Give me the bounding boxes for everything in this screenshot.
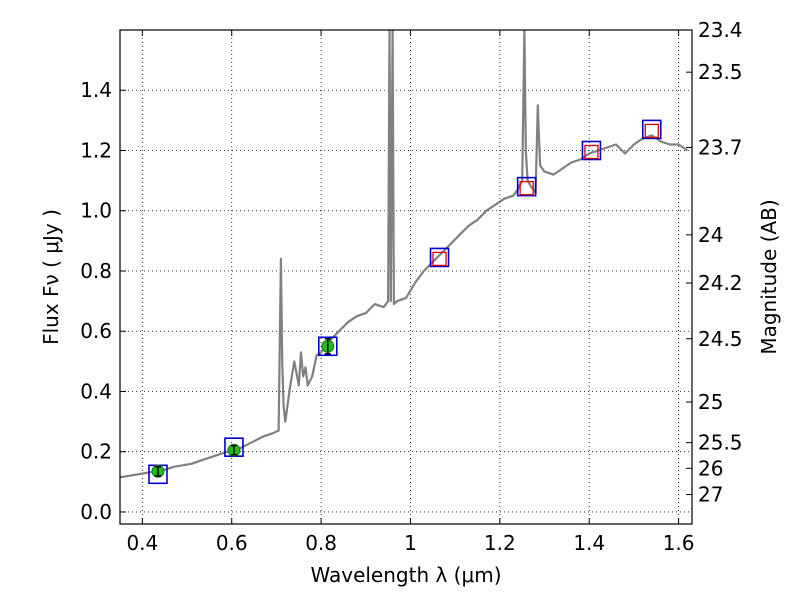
right-tick-label: 25.5 bbox=[698, 431, 743, 455]
y-tick-label: 1.4 bbox=[80, 78, 112, 102]
x-tick-label: 0.6 bbox=[216, 531, 248, 555]
right-tick-label: 24 bbox=[698, 223, 723, 247]
right-tick-label: 23.5 bbox=[698, 60, 743, 84]
y-tick-label: 0.4 bbox=[80, 379, 112, 403]
gridlines bbox=[120, 30, 692, 524]
right-tick-label: 23.7 bbox=[698, 135, 743, 159]
right-tick-label: 24.5 bbox=[698, 327, 743, 351]
model-photometry-square bbox=[317, 336, 338, 357]
model-photometry-square bbox=[516, 176, 537, 197]
y-tick-label: 0.2 bbox=[80, 440, 112, 464]
spectrum-line bbox=[120, 30, 689, 479]
x-tick-label: 1.4 bbox=[573, 531, 605, 555]
right-axis-label: Magnitude (AB) bbox=[757, 199, 781, 354]
y-tick-label: 0.8 bbox=[80, 259, 112, 283]
photometry-markers bbox=[148, 119, 662, 485]
y-tick-label: 1.0 bbox=[80, 199, 112, 223]
x-tick-label: 0.8 bbox=[305, 531, 337, 555]
x-tick-label: 0.4 bbox=[126, 531, 158, 555]
axis-ticks: 0.4 0.6 0.8 1 1.2 1.4 1.6 0.0 0.2 0.4 0.6 0.8 1.0 1.2… bbox=[80, 18, 742, 555]
right-tick-label: 23.4 bbox=[698, 18, 743, 42]
right-tick-label: 24.2 bbox=[698, 271, 743, 295]
model-photometry-inner-square bbox=[644, 123, 659, 139]
model-photometry-inner-square bbox=[584, 144, 599, 160]
y-tick-label: 1.2 bbox=[80, 138, 112, 162]
x-axis-label: Wavelength λ (μm) bbox=[310, 563, 501, 587]
model-photometry-square bbox=[581, 140, 602, 161]
spectrum-layer bbox=[120, 30, 689, 479]
model-photometry-inner-square bbox=[432, 251, 447, 267]
x-tick-label: 1 bbox=[404, 531, 417, 555]
y-tick-label: 0.6 bbox=[80, 319, 112, 343]
x-tick-label: 1.6 bbox=[663, 531, 695, 555]
model-photometry-square bbox=[429, 247, 450, 268]
right-tick-label: 26 bbox=[698, 456, 723, 480]
y-tick-label: 0.0 bbox=[80, 500, 112, 524]
model-photometry-inner-square bbox=[519, 180, 534, 196]
y-axis-label: Flux Fν ( μJy ) bbox=[39, 209, 63, 345]
right-tick-label: 27 bbox=[698, 482, 723, 506]
right-tick-label: 25 bbox=[698, 390, 723, 414]
plot-frame bbox=[119, 29, 693, 525]
model-photometry-square bbox=[641, 119, 662, 140]
x-tick-label: 1.2 bbox=[484, 531, 516, 555]
